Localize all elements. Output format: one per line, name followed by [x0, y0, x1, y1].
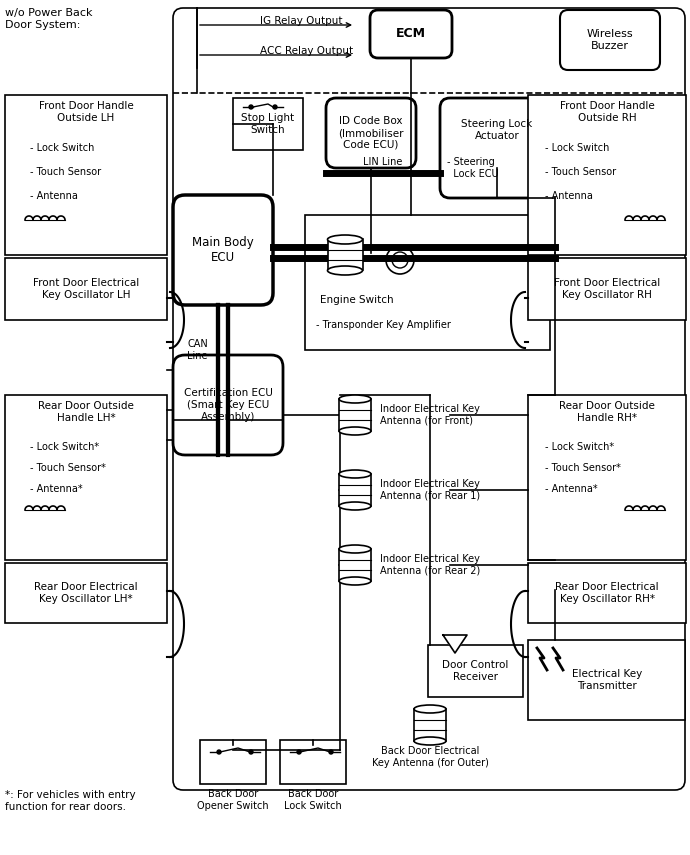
Text: Steering Lock
Actuator: Steering Lock Actuator — [462, 119, 533, 141]
Bar — [5, 395, 167, 560]
Text: LIN Line: LIN Line — [364, 157, 403, 167]
Text: Rear Door Outside
Handle LH*: Rear Door Outside Handle LH* — [38, 401, 134, 423]
Polygon shape — [443, 635, 467, 653]
Text: Indoor Electrical Key
Antenna (for Rear 2): Indoor Electrical Key Antenna (for Rear … — [380, 554, 480, 575]
Bar — [305, 215, 550, 350]
Text: - Antenna: - Antenna — [30, 191, 78, 201]
Text: Main Body
ECU: Main Body ECU — [192, 236, 254, 264]
Text: Indoor Electrical Key
Antenna (for Rear 1): Indoor Electrical Key Antenna (for Rear … — [380, 479, 480, 501]
Text: Rear Door Outside
Handle RH*: Rear Door Outside Handle RH* — [559, 401, 655, 423]
Bar — [528, 563, 686, 623]
Bar — [5, 563, 167, 623]
Text: - Antenna*: - Antenna* — [545, 484, 598, 494]
Text: Front Door Electrical
Key Oscillator LH: Front Door Electrical Key Oscillator LH — [33, 278, 139, 300]
Text: Door Control
Receiver: Door Control Receiver — [442, 660, 509, 681]
Text: Back Door
Opener Switch: Back Door Opener Switch — [197, 789, 269, 811]
Bar — [528, 95, 686, 255]
Text: - Touch Sensor*: - Touch Sensor* — [545, 463, 621, 473]
Text: CAN
Line: CAN Line — [187, 339, 208, 361]
Text: - Lock Switch*: - Lock Switch* — [545, 442, 614, 452]
Circle shape — [329, 750, 333, 754]
Bar — [528, 640, 685, 720]
FancyBboxPatch shape — [440, 98, 555, 198]
Ellipse shape — [328, 235, 362, 244]
Text: - Lock Switch*: - Lock Switch* — [30, 442, 99, 452]
Text: Wireless
Buzzer: Wireless Buzzer — [586, 29, 633, 50]
Text: ID Code Box
(Immobiliser
Code ECU): ID Code Box (Immobiliser Code ECU) — [338, 116, 404, 150]
Text: - Touch Sensor*: - Touch Sensor* — [30, 463, 106, 473]
Bar — [528, 395, 686, 560]
Ellipse shape — [339, 427, 371, 435]
Text: - Steering
  Lock ECU: - Steering Lock ECU — [447, 157, 499, 179]
Bar — [328, 239, 362, 270]
FancyBboxPatch shape — [560, 10, 660, 70]
Bar — [200, 740, 266, 784]
Text: Electrical Key
Transmitter: Electrical Key Transmitter — [572, 669, 642, 691]
Text: ACC Relay Output: ACC Relay Output — [260, 46, 353, 56]
FancyBboxPatch shape — [370, 10, 452, 58]
Text: Certification ECU
(Smart Key ECU
Assembly): Certification ECU (Smart Key ECU Assembl… — [184, 388, 273, 422]
Text: Stop Light
Switch: Stop Light Switch — [241, 113, 295, 135]
Text: - Antenna*: - Antenna* — [30, 484, 83, 494]
Bar — [428, 645, 523, 697]
Bar — [528, 258, 686, 320]
Text: - Lock Switch: - Lock Switch — [545, 143, 609, 153]
Text: Engine Switch: Engine Switch — [320, 295, 393, 305]
Text: Rear Door Electrical
Key Oscillator LH*: Rear Door Electrical Key Oscillator LH* — [34, 582, 138, 604]
Bar — [339, 399, 371, 431]
Bar — [233, 98, 303, 150]
Text: - Touch Sensor: - Touch Sensor — [30, 167, 101, 177]
Bar — [339, 549, 371, 581]
Text: Rear Door Electrical
Key Oscillator RH*: Rear Door Electrical Key Oscillator RH* — [555, 582, 659, 604]
Ellipse shape — [339, 577, 371, 585]
Text: Back Door
Lock Switch: Back Door Lock Switch — [284, 789, 342, 811]
FancyBboxPatch shape — [326, 98, 416, 168]
Text: Indoor Electrical Key
Antenna (for Front): Indoor Electrical Key Antenna (for Front… — [380, 404, 480, 426]
Text: - Lock Switch: - Lock Switch — [30, 143, 95, 153]
Bar — [414, 709, 446, 741]
Ellipse shape — [328, 266, 362, 275]
Text: - Transponder Key Amplifier: - Transponder Key Amplifier — [316, 320, 451, 330]
Circle shape — [217, 750, 221, 754]
Circle shape — [249, 750, 253, 754]
FancyBboxPatch shape — [173, 195, 273, 305]
Text: *: For vehicles with entry
function for rear doors.: *: For vehicles with entry function for … — [5, 790, 136, 811]
Ellipse shape — [339, 502, 371, 510]
Ellipse shape — [339, 470, 371, 478]
Circle shape — [273, 105, 277, 109]
Bar — [5, 95, 167, 255]
Text: Back Door Electrical
Key Antenna (for Outer): Back Door Electrical Key Antenna (for Ou… — [371, 746, 489, 768]
Text: Front Door Handle
Outside RH: Front Door Handle Outside RH — [560, 101, 654, 123]
Ellipse shape — [414, 705, 446, 713]
Text: - Antenna: - Antenna — [545, 191, 593, 201]
Ellipse shape — [339, 395, 371, 403]
Bar — [339, 474, 371, 506]
Text: Front Door Electrical
Key Oscillator RH: Front Door Electrical Key Oscillator RH — [554, 278, 660, 300]
Ellipse shape — [339, 545, 371, 553]
Bar — [5, 258, 167, 320]
Circle shape — [249, 105, 253, 109]
Text: w/o Power Back
Door System:: w/o Power Back Door System: — [5, 8, 92, 30]
Text: - Touch Sensor: - Touch Sensor — [545, 167, 616, 177]
FancyBboxPatch shape — [173, 355, 283, 455]
Circle shape — [297, 750, 301, 754]
Bar — [280, 740, 346, 784]
Ellipse shape — [414, 737, 446, 745]
Text: Front Door Handle
Outside LH: Front Door Handle Outside LH — [39, 101, 133, 123]
Text: ECM: ECM — [396, 27, 426, 40]
Text: IG Relay Output: IG Relay Output — [260, 16, 342, 26]
